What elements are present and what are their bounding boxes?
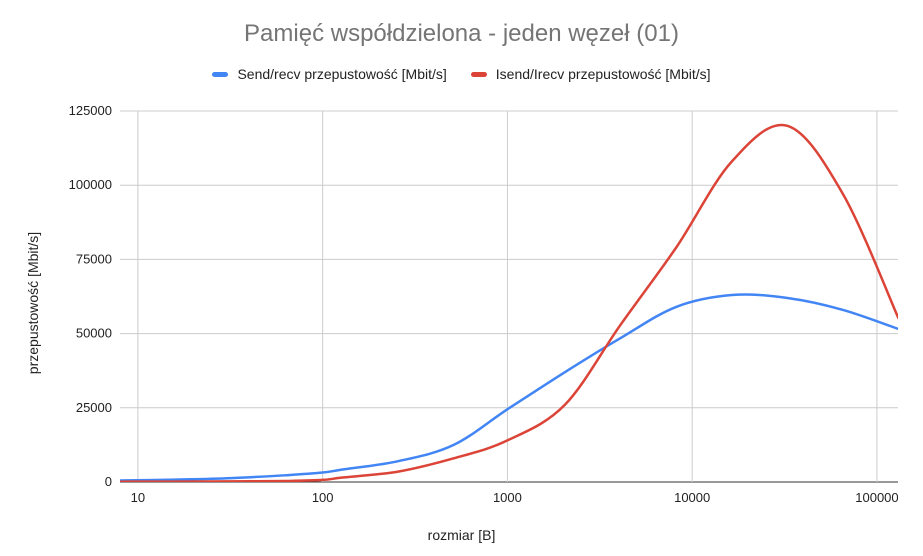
y-tick-label: 0 [105,474,112,489]
x-tick-label: 100 [312,490,334,505]
legend-swatch-isend-irecv [470,71,487,77]
x-axis-title: rozmiar [B] [427,527,496,543]
y-tick-label: 75000 [76,251,112,266]
legend: Send/recv przepustowość [Mbit/s] Isend/I… [0,66,923,82]
chart-title: Pamięć współdzielona - jeden węzeł (01) [244,20,679,47]
y-tick-label: 50000 [76,326,112,341]
x-tick-label: 10000 [674,490,710,505]
series-line-send-recv [120,293,898,482]
y-tick-label: 125000 [69,103,112,118]
legend-swatch-send-recv [212,71,229,77]
legend-label-isend-irecv: Isend/Irecv przepustowość [Mbit/s] [495,66,711,82]
y-tick-label: 25000 [76,400,112,415]
y-axis-title: przepustowość [Mbit/s] [25,231,41,375]
x-tick-label: 100000 [855,490,898,505]
y-tick-label: 100000 [69,177,112,192]
x-tick-label: 10 [131,490,145,505]
series-line-isend-irecv [120,123,898,482]
legend-label-send-recv: Send/recv przepustowość [Mbit/s] [237,66,447,82]
x-tick-label: 1000 [493,490,522,505]
legend-item-isend-irecv: Isend/Irecv przepustowość [Mbit/s] [470,66,711,82]
legend-item-send-recv: Send/recv przepustowość [Mbit/s] [212,66,447,82]
